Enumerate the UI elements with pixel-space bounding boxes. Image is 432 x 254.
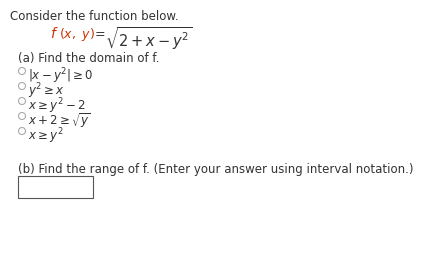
Text: (b) Find the range of f. (Enter your answer using interval notation.): (b) Find the range of f. (Enter your ans…	[18, 163, 413, 176]
Text: $\mathit{(x,\ y)}$: $\mathit{(x,\ y)}$	[59, 26, 95, 43]
Text: $=$: $=$	[92, 26, 106, 39]
Bar	[18, 176, 93, 198]
Text: $|x - y^2| \geq 0$: $|x - y^2| \geq 0$	[28, 66, 93, 86]
Text: $x \geq y^2 - 2$: $x \geq y^2 - 2$	[28, 96, 86, 116]
Text: $\sqrt{2 + x - y^2}$: $\sqrt{2 + x - y^2}$	[105, 26, 193, 52]
Text: $y^2 \geq x$: $y^2 \geq x$	[28, 81, 65, 101]
Text: $x + 2 \geq \sqrt{y}$: $x + 2 \geq \sqrt{y}$	[28, 111, 91, 130]
Text: Consider the function below.: Consider the function below.	[10, 10, 178, 23]
Text: $x \geq y^2$: $x \geq y^2$	[28, 126, 64, 146]
Text: $\it{f}$: $\it{f}$	[50, 26, 59, 41]
Text: (a) Find the domain of f.: (a) Find the domain of f.	[18, 52, 159, 65]
